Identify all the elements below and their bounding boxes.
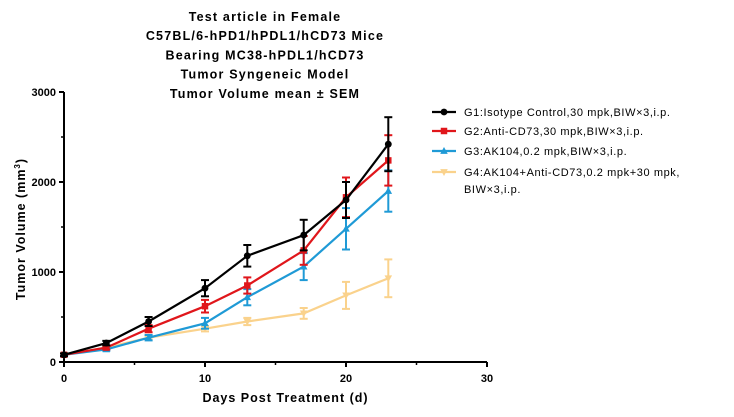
x-axis-label: Days Post Treatment (d) (202, 391, 368, 405)
y-axis-label-superscript: 3 (13, 163, 22, 168)
x-tick-label: 10 (199, 373, 211, 385)
data-point (243, 252, 251, 260)
title-line: Bearing MC38-hPDL1/hCD73 (166, 48, 365, 62)
legend-label: G4:AK104+Anti-CD73,0.2 mpk+30 mpk, (464, 167, 680, 179)
data-point (201, 302, 209, 310)
legend-label: G3:AK104,0.2 mpk,BIW×3,i.p. (464, 146, 627, 158)
y-tick-label: 3000 (32, 87, 56, 99)
y-axis-label-text: Tumor Volume (mm (14, 169, 28, 301)
legend-label: G2:Anti-CD73,30 mpk,BIW×3,i.p. (464, 126, 644, 138)
y-tick-label: 0 (50, 357, 56, 369)
legend-item-g1: G1:Isotype Control,30 mpk,BIW×3,i.p. (432, 107, 671, 119)
legend-item-g2: G2:Anti-CD73,30 mpk,BIW×3,i.p. (432, 126, 644, 138)
x-tick-label: 30 (481, 373, 493, 385)
y-tick-label: 1000 (32, 267, 56, 279)
y-axis-label: Tumor Volume (mm3) (13, 158, 28, 300)
title-line: Tumor Volume mean ± SEM (170, 87, 360, 101)
legend-swatch-marker (440, 147, 448, 154)
y-tick-label: 2000 (32, 177, 56, 189)
x-tick-label: 20 (340, 373, 352, 385)
data-point (384, 140, 392, 148)
legend-swatch-marker (440, 108, 448, 116)
data-point (103, 344, 110, 351)
data-point (60, 351, 68, 359)
data-point (145, 325, 152, 332)
legend-label: G1:Isotype Control,30 mpk,BIW×3,i.p. (464, 107, 671, 119)
title-line: C57BL/6-hPD1/hPDL1/hCD73 Mice (146, 29, 384, 43)
data-point (342, 224, 350, 232)
data-point (342, 196, 350, 204)
chart-legend: G1:Isotype Control,30 mpk,BIW×3,i.p. G2:A… (432, 107, 680, 196)
series-line (63, 143, 390, 356)
data-point (384, 275, 393, 283)
series-g3 (60, 169, 393, 358)
y-axis-label-close: ) (14, 158, 28, 163)
data-point (102, 339, 110, 347)
series-line (63, 277, 389, 356)
data-point (145, 318, 153, 325)
series-line (63, 190, 390, 356)
legend-item-g3: G3:AK104,0.2 mpk,BIW×3,i.p. (432, 146, 627, 158)
chart-axes: 0 10 20 30 0 1000 2000 3000 Days Post Treatment … (13, 87, 493, 405)
data-point (201, 284, 209, 292)
data-point (299, 262, 308, 270)
series-g1 (60, 116, 393, 359)
data-point (299, 310, 308, 318)
data-point (244, 282, 251, 289)
title-line: Tumor Syngeneic Model (181, 68, 350, 82)
data-point (201, 319, 209, 327)
legend-swatch-marker (440, 169, 448, 176)
legend-swatch-marker (440, 127, 448, 135)
data-point (384, 187, 393, 194)
chart-title: Test article in Female C57BL/6-hPD1/hPDL1… (146, 10, 384, 101)
title-line: Test article in Female (189, 10, 342, 24)
data-point (300, 231, 308, 239)
legend-item-g4: G4:AK104+Anti-CD73,0.2 mpk+30 mpk, BIW×3,… (432, 167, 680, 196)
data-point (144, 333, 153, 341)
legend-label: BIW×3,i.p. (464, 184, 521, 196)
data-point (243, 293, 252, 301)
data-point (342, 292, 350, 300)
x-tick-label: 0 (61, 373, 67, 385)
chart-series (60, 116, 393, 359)
data-point (243, 318, 252, 326)
